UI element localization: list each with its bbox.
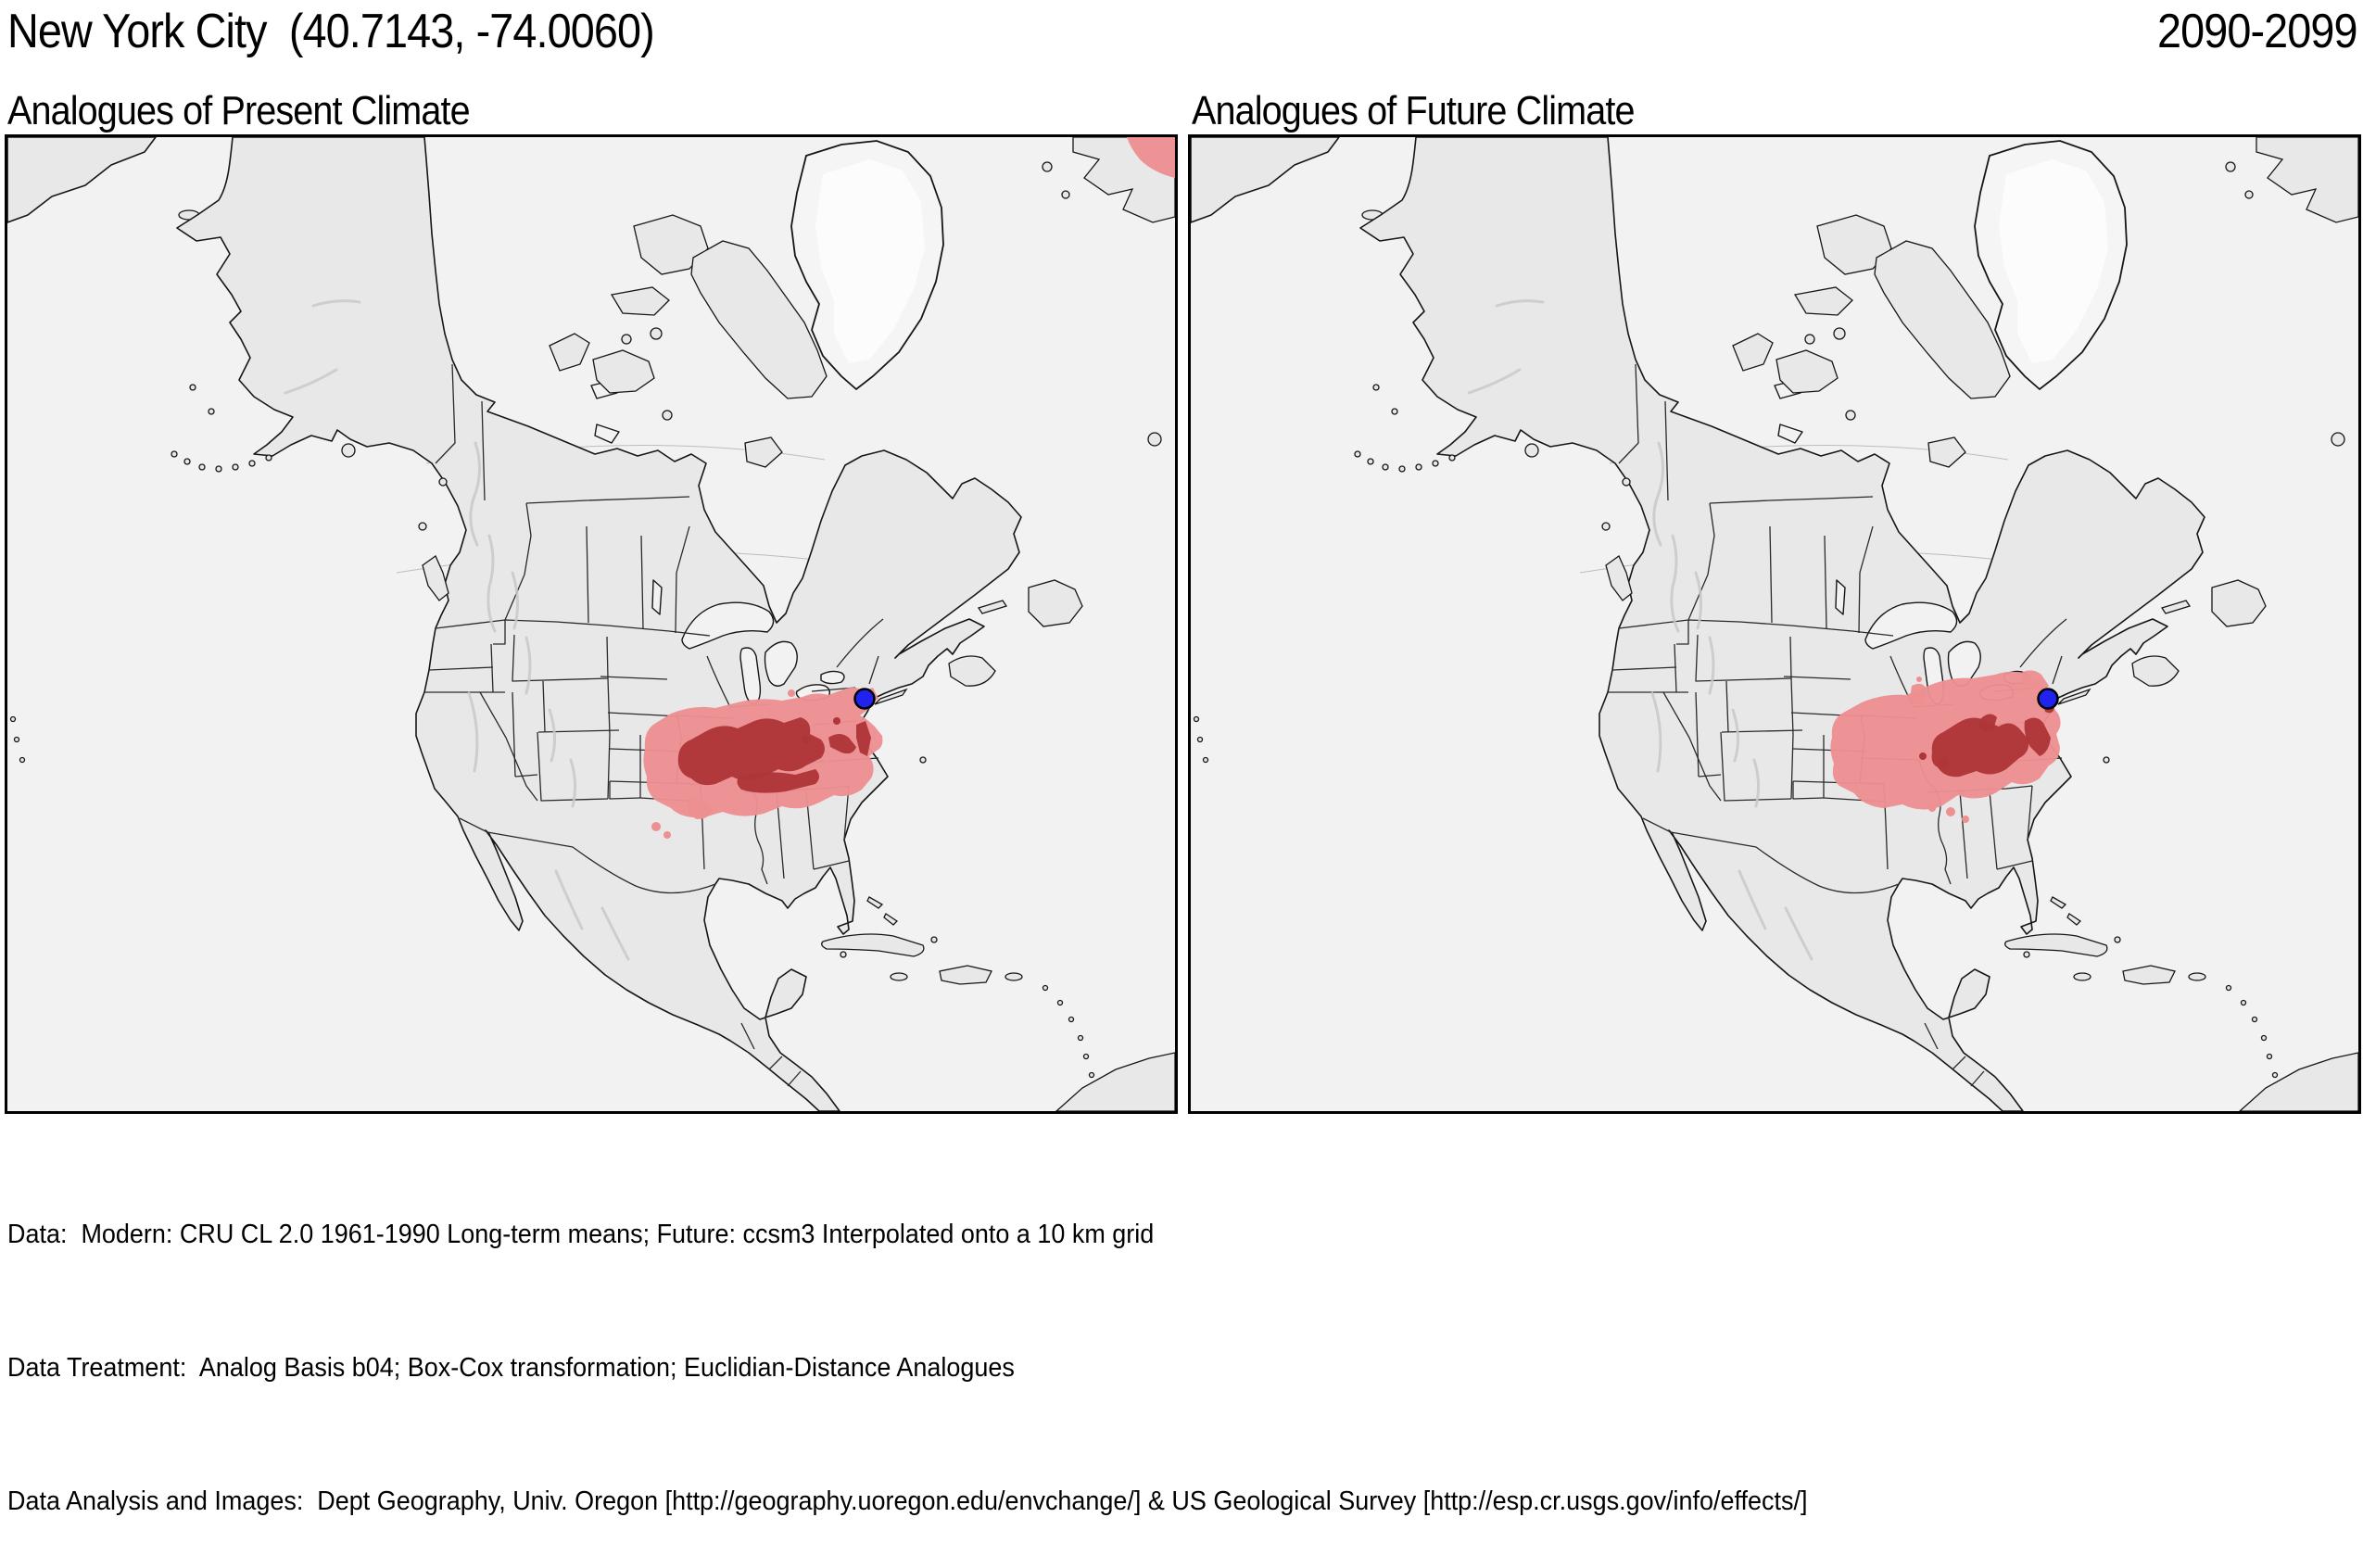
analog-region-future-dark bbox=[1919, 702, 2054, 778]
map-panel-present[interactable] bbox=[5, 134, 1178, 1114]
city-marker-future[interactable] bbox=[2037, 688, 2059, 710]
map-panel-future[interactable] bbox=[1188, 134, 2361, 1114]
attribution-data: Data: Modern: CRU CL 2.0 1961-1990 Long-… bbox=[7, 1220, 1155, 1249]
attribution-analysis: Data Analysis and Images: Dept Geography… bbox=[7, 1486, 1808, 1516]
panel-title-future: Analogues of Future Climate bbox=[1192, 88, 1635, 133]
attribution-block: Data: Modern: CRU CL 2.0 1961-1990 Long-… bbox=[7, 1123, 1807, 1568]
map-present[interactable] bbox=[7, 137, 1175, 1111]
analog-region-present-dark bbox=[677, 717, 871, 793]
map-future[interactable] bbox=[1191, 137, 2358, 1111]
period-label: 2090-2099 bbox=[2157, 5, 2358, 58]
city-marker-present[interactable] bbox=[853, 688, 876, 710]
panel-title-present: Analogues of Present Climate bbox=[7, 88, 471, 133]
page-title: New York City (40.7143, -74.0060) bbox=[7, 5, 655, 58]
attribution-treatment: Data Treatment: Analog Basis b04; Box-Co… bbox=[7, 1353, 1015, 1383]
